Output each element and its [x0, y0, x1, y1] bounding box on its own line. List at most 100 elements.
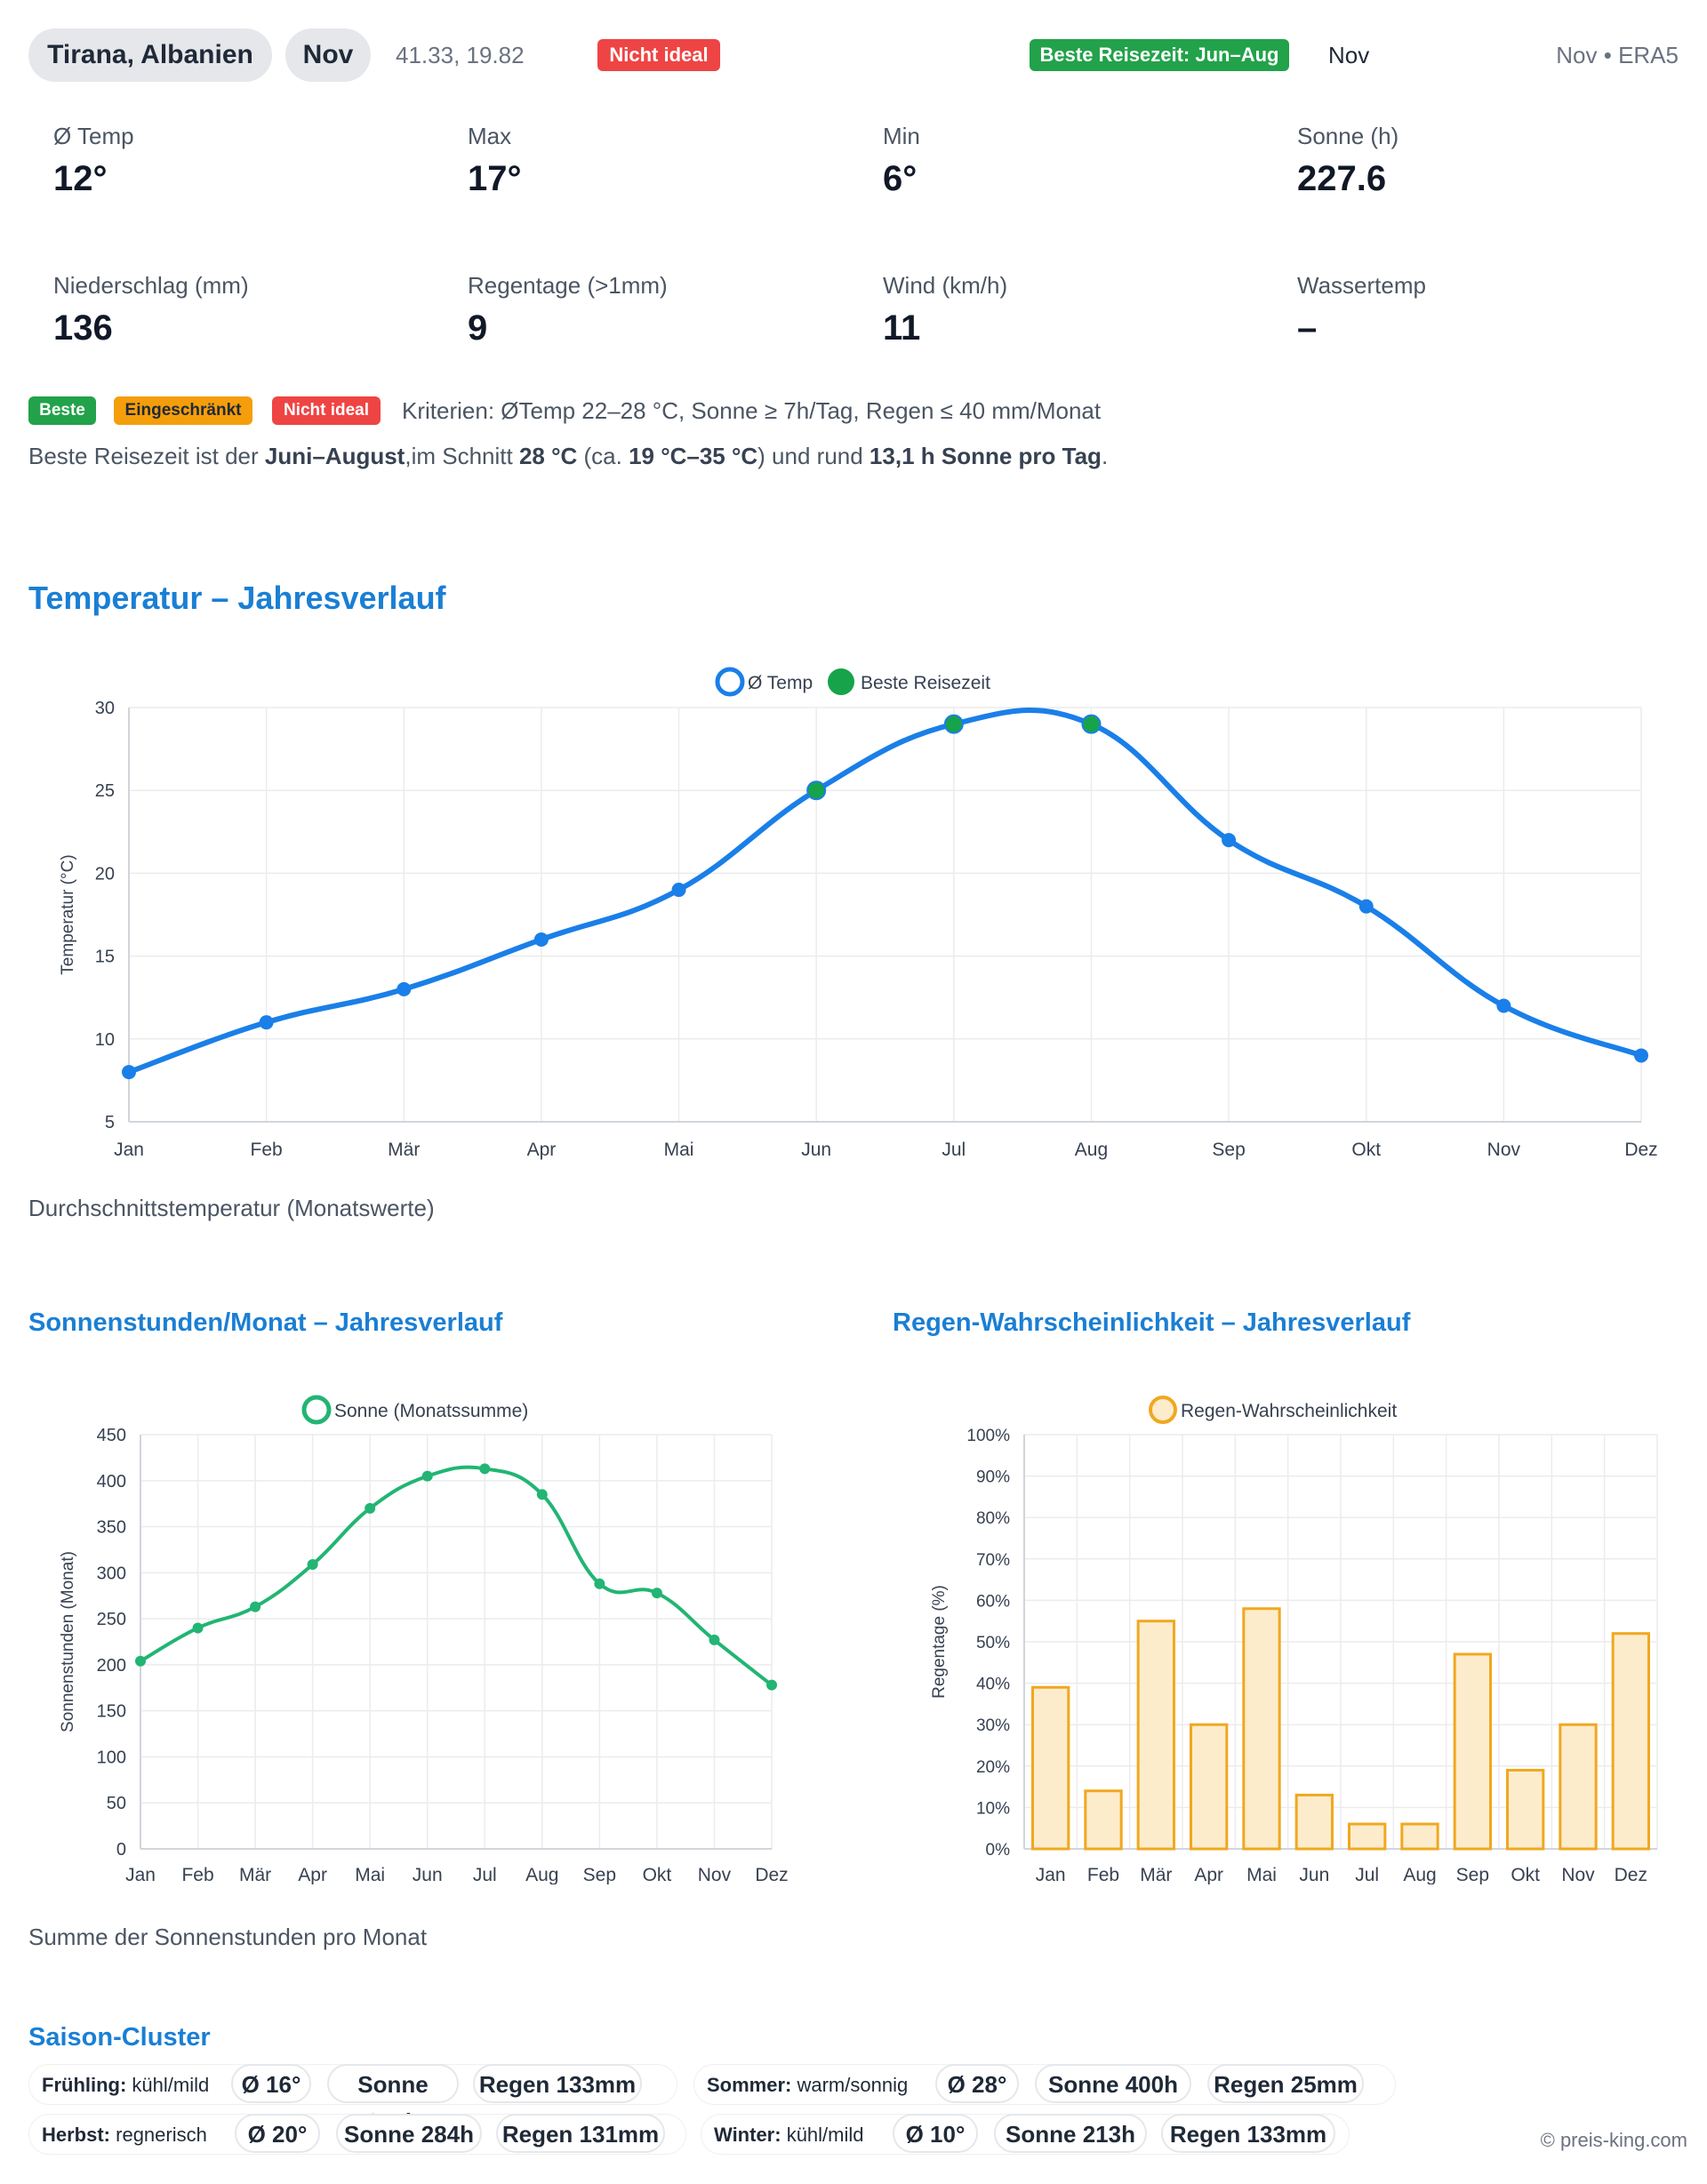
y-tick-label: 30% — [976, 1716, 1010, 1735]
sun-series-line — [139, 1465, 773, 1687]
sun-point — [709, 1634, 720, 1645]
stat-value: 9 — [468, 308, 488, 348]
x-tick-label: Apr — [527, 1140, 557, 1160]
best-time-summary: Beste Reisezeit ist der Juni–August,im S… — [28, 443, 1108, 470]
x-tick-label: Aug — [1075, 1140, 1108, 1160]
legend-label: Ø Temp — [748, 673, 813, 693]
x-tick-label: Jun — [413, 1865, 443, 1884]
summary-temp-range: 19 °C–35 °C — [629, 443, 758, 469]
y-tick-label: 0% — [986, 1841, 1011, 1860]
y-tick-label: 0 — [116, 1840, 126, 1860]
stat-avg-temp: Ø Temp 12° — [53, 123, 134, 199]
y-tick-label: 20% — [976, 1758, 1010, 1777]
y-tick-label: 30 — [95, 699, 115, 718]
cluster-sun-chip: Sonne 284h — [336, 2114, 482, 2153]
cluster-label: Frühling: kühl/mild — [28, 2064, 677, 2105]
cluster-autumn: Herbst: regnerisch Ø 20° Sonne 284h Rege… — [28, 2114, 686, 2155]
summary-text: ) und rund — [757, 443, 870, 469]
stat-wind: Wind (km/h) 11 — [883, 272, 1007, 348]
rain-bar — [1400, 1822, 1439, 1851]
x-tick-label: Feb — [251, 1140, 283, 1160]
y-tick-label: 250 — [97, 1610, 126, 1629]
sun-chart: 0 50 100 150 200 250 300 350 400 450 Jan Feb Mär Apr M… — [59, 1395, 789, 1884]
y-axis-title: Regentage (%) — [930, 1585, 949, 1699]
cluster-section-title: Saison-Cluster — [28, 2023, 211, 2052]
stat-min-temp: Min 6° — [883, 123, 920, 199]
stat-max-temp: Max 17° — [468, 123, 522, 199]
y-tick-label: 10% — [976, 1799, 1010, 1818]
cluster-temp-chip: Ø 20° — [235, 2114, 320, 2153]
sun-point — [651, 1588, 662, 1599]
best-month-point — [1081, 714, 1102, 734]
month-label: Nov — [1328, 42, 1370, 68]
cluster-rain-chip: Regen 25mm — [1207, 2064, 1364, 2103]
y-tick-label: 90% — [976, 1468, 1010, 1487]
cluster-name: Sommer: — [707, 2074, 792, 2096]
legend-best-badge: Beste — [28, 396, 96, 425]
rain-bar — [1136, 1620, 1176, 1851]
y-tick-label: 400 — [97, 1472, 126, 1492]
sun-point — [594, 1578, 605, 1589]
x-tick-label: Jan — [1036, 1865, 1066, 1884]
cluster-temp-chip: Ø 10° — [893, 2114, 978, 2153]
temp-point — [533, 932, 549, 947]
best-travel-badge: Beste Reisezeit: Jun–Aug — [1030, 39, 1289, 71]
x-tick-label: Jun — [1299, 1865, 1329, 1884]
cluster-desc: kühl/mild — [781, 2124, 864, 2146]
cluster-desc: kühl/mild — [126, 2074, 210, 2096]
temp-point — [1634, 1048, 1648, 1063]
legend-limited-badge: Eingeschränkt — [114, 396, 252, 425]
stat-value: 227.6 — [1297, 159, 1387, 198]
cluster-sun-chip: Sonne 213h — [994, 2114, 1147, 2153]
month-pill[interactable]: Nov — [285, 28, 371, 82]
temp-section-title: Temperatur – Jahresverlauf — [28, 580, 446, 616]
temp-point — [122, 1065, 136, 1080]
temp-caption: Durchschnittstemperatur (Monatswerte) — [28, 1195, 435, 1221]
cluster-sun-chip: Sonne 315h — [327, 2064, 459, 2135]
summary-temp: 28 °C — [518, 443, 578, 469]
x-tick-label: Okt — [643, 1865, 672, 1884]
x-tick-label: Mär — [239, 1865, 271, 1884]
cluster-spring: Frühling: kühl/mild Ø 16° Sonne 315h Reg… — [28, 2064, 677, 2135]
cluster-name: Herbst: — [42, 2124, 111, 2146]
x-tick-label: Dez — [1624, 1140, 1657, 1160]
y-tick-label: 150 — [97, 1702, 126, 1722]
legend-temp-marker — [715, 667, 745, 697]
stat-label: Wassertemp — [1297, 272, 1426, 299]
y-tick-label: 100 — [97, 1748, 126, 1767]
best-month-point — [943, 714, 964, 734]
x-tick-label: Okt — [1511, 1865, 1540, 1884]
y-tick-label: 70% — [976, 1551, 1010, 1570]
x-tick-label: Mai — [1246, 1865, 1277, 1884]
cluster-label: Sommer: warm/sonnig — [693, 2064, 1396, 2105]
y-tick-label: 15 — [95, 948, 115, 967]
cluster-name: Frühling: — [42, 2074, 127, 2096]
summary-text: . — [1101, 443, 1109, 469]
rain-bar — [1505, 1768, 1545, 1851]
header-bar: Tirana, Albanien Nov 41.33, 19.82 Nicht … — [28, 28, 1679, 84]
cluster-temp-chip: Ø 28° — [935, 2064, 1019, 2103]
cluster-desc: regnerisch — [110, 2124, 207, 2146]
x-tick-label: Sep — [1456, 1865, 1489, 1884]
legend-best-marker — [828, 668, 854, 695]
location-pill[interactable]: Tirana, Albanien — [28, 28, 272, 82]
rain-bar — [1084, 1789, 1123, 1851]
rain-bar — [1294, 1793, 1334, 1851]
x-tick-label: Jan — [114, 1140, 144, 1160]
stat-label: Niederschlag (mm) — [53, 272, 249, 299]
stat-value: 12° — [53, 159, 108, 198]
x-tick-label: Jul — [473, 1865, 497, 1884]
sun-point — [421, 1470, 433, 1482]
y-tick-label: 200 — [97, 1656, 126, 1676]
legend-label: Sonne (Monatssumme) — [334, 1401, 528, 1421]
y-tick-label: 5 — [105, 1113, 115, 1132]
cluster-name: Winter: — [714, 2124, 781, 2146]
temp-point — [1358, 899, 1374, 914]
sun-caption: Summe der Sonnenstunden pro Monat — [28, 1924, 428, 1950]
y-tick-label: 40% — [976, 1676, 1010, 1694]
y-tick-label: 100% — [966, 1427, 1010, 1445]
temp-point — [259, 1015, 274, 1030]
x-tick-label: Jun — [801, 1140, 831, 1160]
stat-value: 17° — [468, 159, 522, 198]
x-tick-label: Nov — [698, 1865, 732, 1884]
